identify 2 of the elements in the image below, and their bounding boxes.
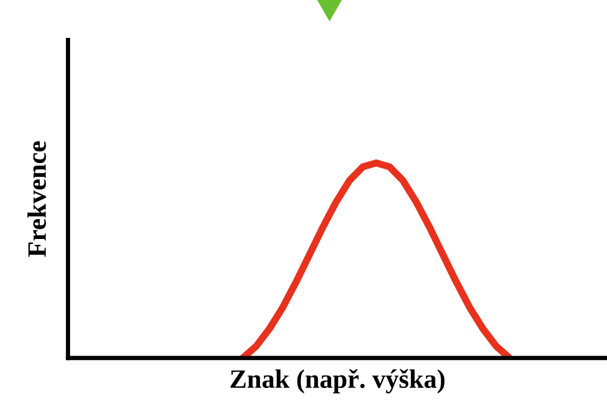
y-axis-title: Frekvence xyxy=(27,141,46,257)
x-axis-title: Znak (např. výška) xyxy=(230,369,444,394)
